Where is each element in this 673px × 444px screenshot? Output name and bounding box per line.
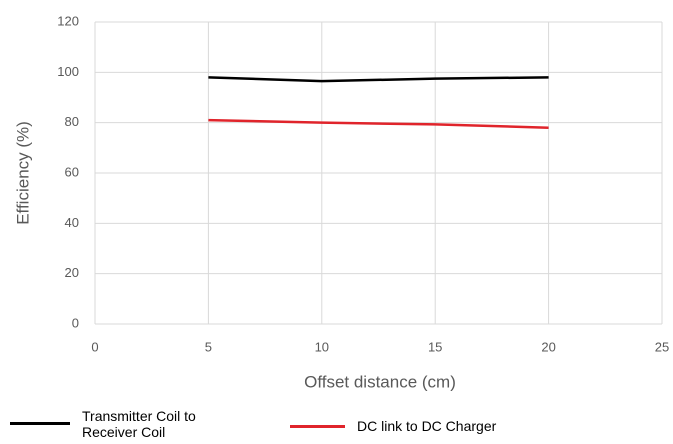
y-tick-label: 0	[72, 315, 79, 330]
x-tick-label: 0	[91, 339, 98, 354]
series-line	[208, 76, 549, 83]
legend-swatch	[10, 422, 70, 425]
y-axis-title: Efficiency (%)	[13, 121, 32, 225]
legend-label: DC link to DC Charger	[357, 418, 497, 434]
x-tick-label: 5	[205, 339, 212, 354]
x-tick-label: 20	[541, 339, 555, 354]
y-tick-label: 120	[57, 13, 79, 28]
chart: Offset distance (cm) Efficiency (%) 0 20 4…	[13, 13, 669, 391]
legend-swatch	[290, 425, 345, 428]
y-tick-label: 100	[57, 64, 79, 79]
legend-label: Transmitter Coil to Receiver Coil	[82, 408, 196, 440]
series-line	[208, 118, 549, 129]
y-tick-label: 80	[65, 114, 79, 129]
y-tick-label: 40	[65, 215, 79, 230]
y-tick-label: 20	[65, 265, 79, 280]
x-axis-title: Offset distance (cm)	[304, 372, 456, 391]
y-tick-label: 60	[65, 164, 79, 179]
x-tick-label: 15	[428, 339, 442, 354]
x-tick-label: 25	[655, 339, 669, 354]
x-tick-label: 10	[315, 339, 329, 354]
